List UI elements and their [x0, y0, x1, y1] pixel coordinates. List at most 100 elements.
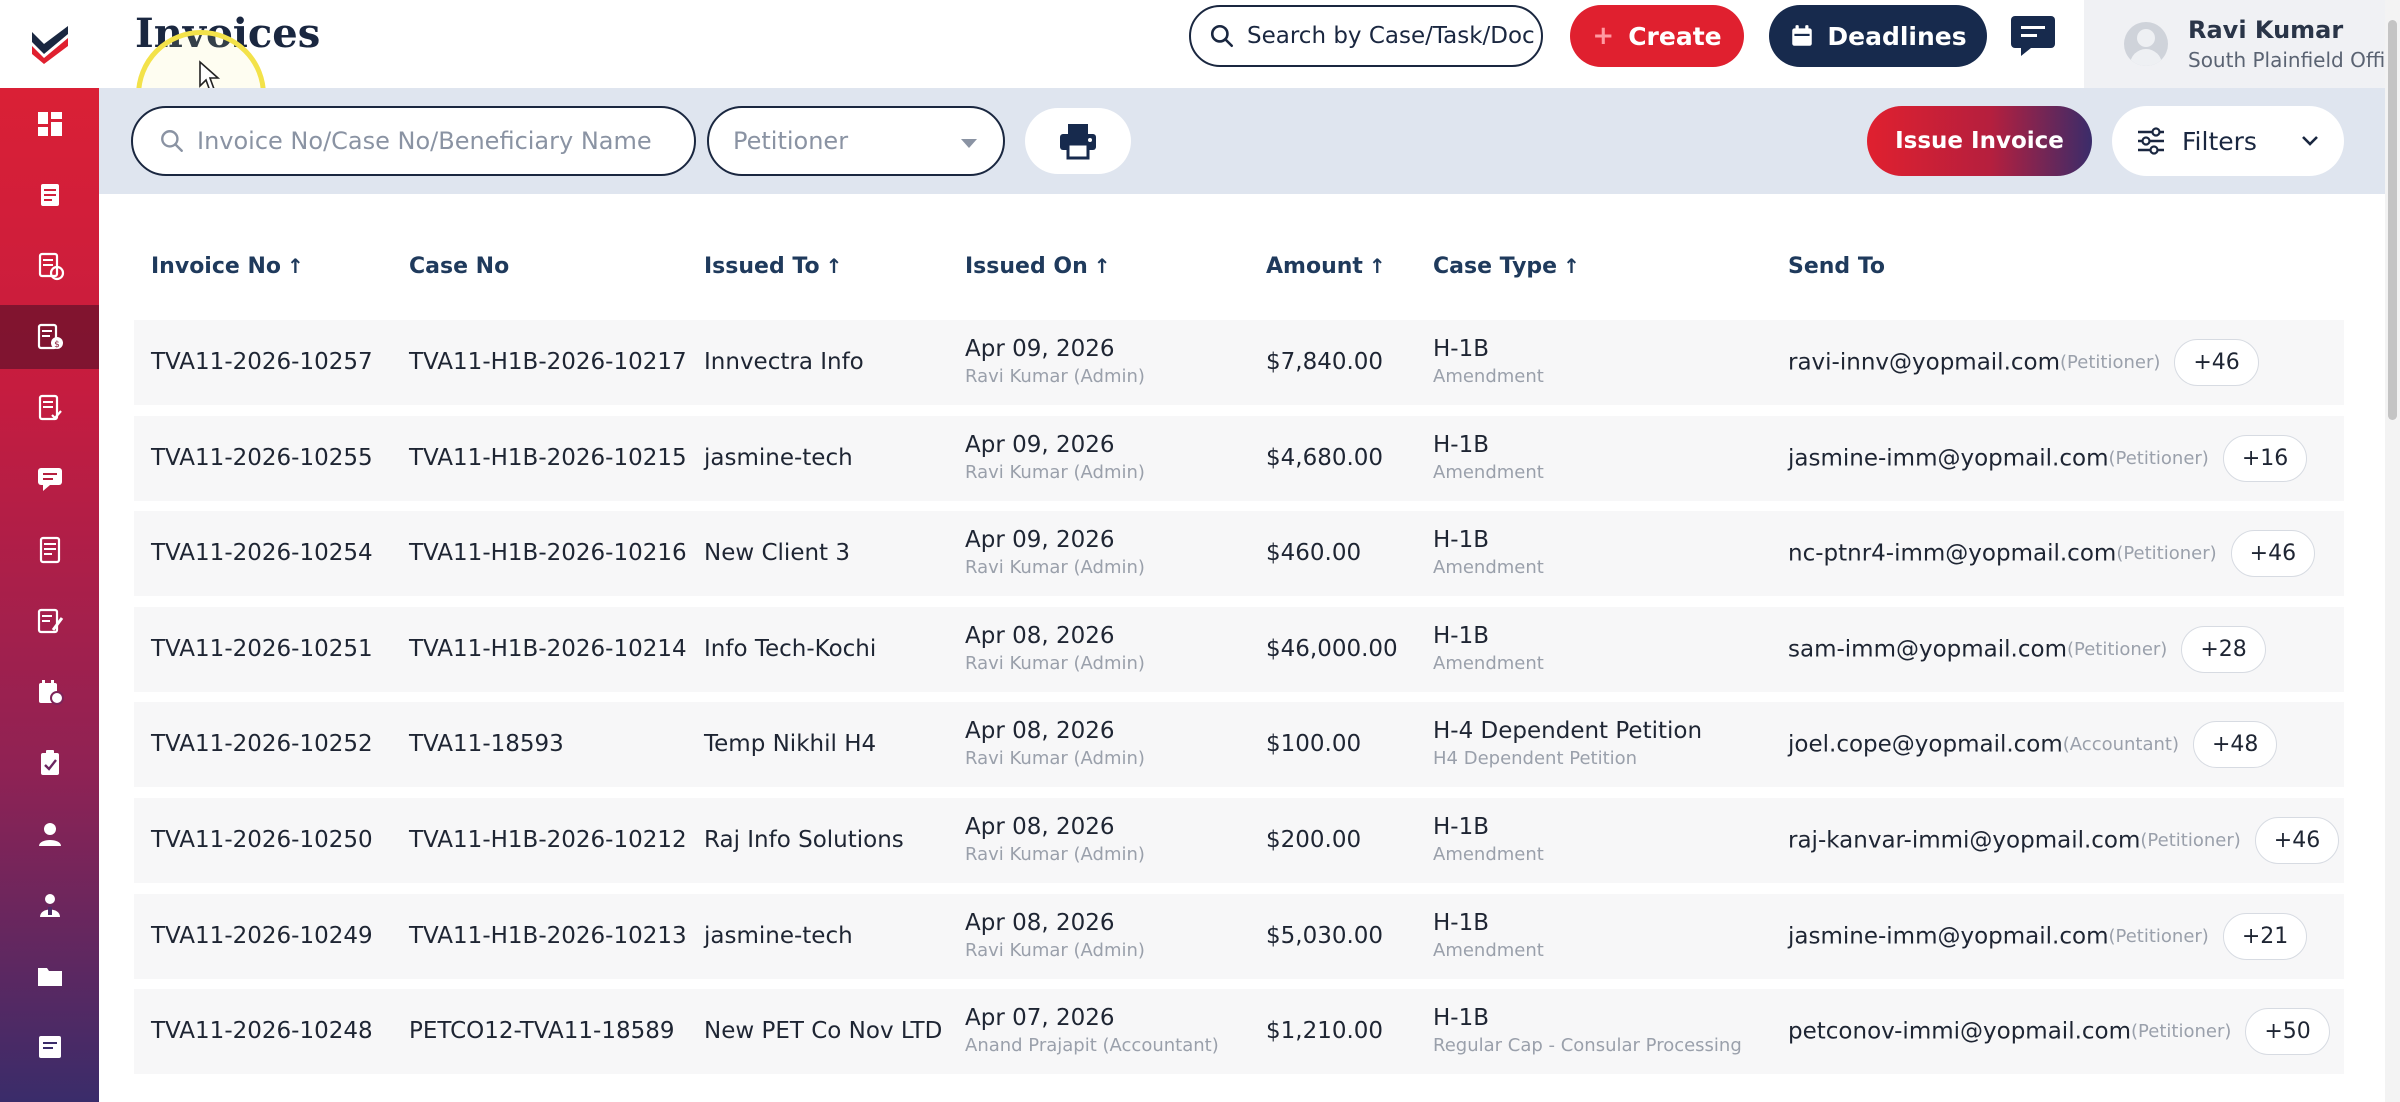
column-amount[interactable]: Amount ↑: [1266, 254, 1386, 279]
invoice-number[interactable]: TVA11-2026-10254: [151, 540, 373, 566]
amount: $7,840.00: [1266, 349, 1383, 375]
recipient-email: nc-ptnr4-imm@yopmail.com: [1788, 541, 2116, 567]
send-to: raj-kanvar-immi@yopmail.com(Petitioner) +…: [1788, 817, 2339, 864]
table-row[interactable]: TVA11-2026-10257 TVA11-H1B-2026-10217 In…: [134, 320, 2344, 410]
invoice-number[interactable]: TVA11-2026-10251: [151, 636, 373, 662]
sidebar-item-cases[interactable]: [0, 163, 99, 227]
column-issued-on[interactable]: Issued On ↑: [965, 254, 1111, 279]
case-type-name: H-1B: [1433, 336, 1489, 362]
sidebar-item-dashboard[interactable]: [0, 92, 99, 156]
chat-icon[interactable]: [2009, 14, 2057, 62]
sidebar-item-reports[interactable]: [0, 518, 99, 582]
print-button[interactable]: [1025, 108, 1131, 174]
table-row[interactable]: TVA11-2026-10248 PETCO12-TVA11-18589 New…: [134, 989, 2344, 1079]
issue-invoice-button[interactable]: Issue Invoice: [1867, 106, 2092, 176]
invoice-number[interactable]: TVA11-2026-10252: [151, 731, 373, 757]
more-recipients-badge[interactable]: +50: [2245, 1008, 2329, 1055]
case-number[interactable]: TVA11-H1B-2026-10216: [409, 540, 687, 566]
global-search[interactable]: [1189, 5, 1543, 67]
sidebar-item-calendar[interactable]: [0, 660, 99, 724]
sidebar-item-user[interactable]: [0, 802, 99, 866]
invoice-number[interactable]: TVA11-2026-10249: [151, 923, 373, 949]
filters-button[interactable]: Filters: [2112, 106, 2344, 176]
documents-icon: [35, 393, 65, 423]
deadlines-button[interactable]: Deadlines: [1769, 5, 1987, 67]
global-search-input[interactable]: [1247, 23, 1537, 49]
column-issued-to[interactable]: Issued To ↑: [704, 254, 842, 279]
amount: $100.00: [1266, 731, 1361, 757]
sidebar-item-messages[interactable]: [0, 447, 99, 511]
sidebar-item-notes[interactable]: [0, 1015, 99, 1079]
issued-to: jasmine-tech: [704, 923, 853, 949]
sort-arrow-icon[interactable]: ↑: [1563, 254, 1580, 278]
invoice-search-input[interactable]: [197, 127, 677, 155]
more-recipients-badge[interactable]: +46: [2231, 530, 2315, 577]
case-number[interactable]: TVA11-H1B-2026-10214: [409, 636, 687, 662]
case-subtype: Amendment: [1433, 653, 1544, 674]
more-recipients-badge[interactable]: +46: [2255, 817, 2339, 864]
invoice-search[interactable]: [131, 106, 696, 176]
send-to: jasmine-imm@yopmail.com(Petitioner) +16: [1788, 435, 2307, 482]
case-subtype: Amendment: [1433, 940, 1544, 961]
invoice-number[interactable]: TVA11-2026-10257: [151, 349, 373, 375]
sort-arrow-icon[interactable]: ↑: [826, 254, 843, 278]
case-number[interactable]: TVA11-H1B-2026-10215: [409, 445, 687, 471]
logo-icon: [28, 24, 72, 64]
case-number[interactable]: TVA11-H1B-2026-10217: [409, 349, 687, 375]
deadlines-label: Deadlines: [1827, 22, 1966, 51]
invoice-number[interactable]: TVA11-2026-10248: [151, 1018, 373, 1044]
case-number[interactable]: PETCO12-TVA11-18589: [409, 1018, 675, 1044]
invoice-number[interactable]: TVA11-2026-10250: [151, 827, 373, 853]
issued-to: Info Tech-Kochi: [704, 636, 876, 662]
sidebar-item-invoices[interactable]: $: [0, 305, 99, 369]
sidebar-item-folder[interactable]: [0, 944, 99, 1008]
case-number[interactable]: TVA11-18593: [409, 731, 564, 757]
sidebar-item-forms[interactable]: [0, 589, 99, 653]
column-case-type[interactable]: Case Type ↑: [1433, 254, 1580, 279]
sort-arrow-icon[interactable]: ↑: [1369, 254, 1386, 278]
table-row[interactable]: TVA11-2026-10249 TVA11-H1B-2026-10213 ja…: [134, 894, 2344, 984]
case-subtype: Amendment: [1433, 366, 1544, 387]
more-recipients-badge[interactable]: +16: [2223, 435, 2307, 482]
issued-date: Apr 08, 2026: [965, 814, 1115, 840]
create-button[interactable]: + Create: [1570, 5, 1744, 67]
scrollbar-thumb[interactable]: [2388, 20, 2397, 420]
calendar-icon: [35, 677, 65, 707]
table-row[interactable]: TVA11-2026-10255 TVA11-H1B-2026-10215 ja…: [134, 416, 2344, 506]
more-recipients-badge[interactable]: +21: [2223, 913, 2307, 960]
table-row[interactable]: TVA11-2026-10254 TVA11-H1B-2026-10216 Ne…: [134, 511, 2344, 601]
calendar-icon: [1789, 23, 1815, 49]
table-row[interactable]: TVA11-2026-10250 TVA11-H1B-2026-10212 Ra…: [134, 798, 2344, 888]
sidebar-item-contacts[interactable]: [0, 873, 99, 937]
more-recipients-badge[interactable]: +48: [2193, 721, 2277, 768]
filter-bar: Petitioner Issue Invoice Filters: [99, 88, 2385, 194]
create-label: Create: [1628, 22, 1721, 51]
sidebar: $: [0, 0, 99, 1102]
more-recipients-badge[interactable]: +46: [2174, 339, 2258, 386]
table-row[interactable]: TVA11-2026-10251 TVA11-H1B-2026-10214 In…: [134, 607, 2344, 697]
column-invoice-no[interactable]: Invoice No ↑: [151, 254, 304, 279]
chevron-down-icon: [2300, 130, 2320, 150]
case-number[interactable]: TVA11-H1B-2026-10212: [409, 827, 687, 853]
petitioner-select[interactable]: Petitioner: [707, 106, 1005, 176]
user-menu[interactable]: Ravi Kumar South Plainfield Office: [2084, 0, 2400, 88]
svg-text:$: $: [54, 340, 60, 350]
sidebar-item-checklist[interactable]: [0, 731, 99, 795]
amount: $4,680.00: [1266, 445, 1383, 471]
case-type: H-1B Amendment: [1433, 814, 1544, 865]
issued-date: Apr 08, 2026: [965, 718, 1115, 744]
recipient-email: ravi-innv@yopmail.com: [1788, 350, 2060, 376]
sort-arrow-icon[interactable]: ↑: [287, 254, 304, 278]
app-logo[interactable]: [0, 0, 99, 88]
send-to: joel.cope@yopmail.com(Accountant) +48: [1788, 721, 2277, 768]
invoice-number[interactable]: TVA11-2026-10255: [151, 445, 373, 471]
sort-arrow-icon[interactable]: ↑: [1094, 254, 1111, 278]
case-number[interactable]: TVA11-H1B-2026-10213: [409, 923, 687, 949]
sidebar-item-tasks[interactable]: [0, 234, 99, 298]
case-type-name: H-1B: [1433, 527, 1489, 553]
column-case-no: Case No: [409, 254, 509, 279]
sidebar-item-documents[interactable]: [0, 376, 99, 440]
more-recipients-badge[interactable]: +28: [2181, 626, 2265, 673]
table-row[interactable]: TVA11-2026-10252 TVA11-18593 Temp Nikhil…: [134, 702, 2344, 792]
table-header: Invoice No ↑ Case No Issued To ↑ Issued On…: [134, 244, 2344, 288]
